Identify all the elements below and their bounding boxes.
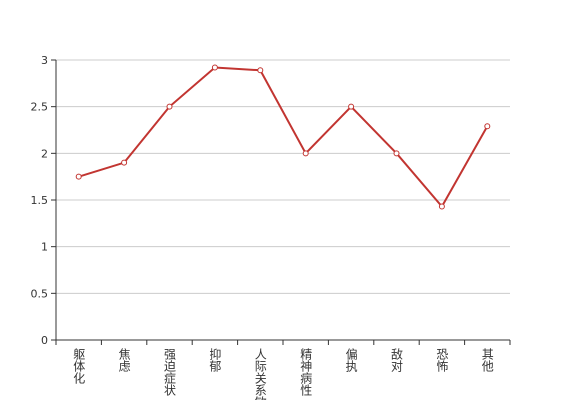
point — [393, 150, 400, 157]
x-tick-label: 其他 — [480, 348, 494, 372]
y-tick-label: 0 — [41, 334, 48, 347]
x-tick-label: 躯体化 — [72, 347, 86, 385]
y-tick-label: 0.5 — [31, 287, 49, 300]
point — [75, 173, 82, 180]
point — [121, 159, 128, 166]
point — [257, 67, 264, 74]
y-tick-label: 2.5 — [31, 101, 49, 114]
x-tick-label: 精神病性 — [299, 348, 313, 397]
x-tick-label: 偏执 — [344, 347, 358, 373]
x-tick-label: 恐怖 — [435, 348, 449, 372]
y-tick-label: 3 — [41, 54, 48, 67]
point — [166, 103, 173, 110]
x-tick-label: 人际关系敏感 — [253, 348, 267, 400]
x-tick-label: 抑郁 — [208, 347, 222, 373]
point — [302, 150, 309, 157]
y-tick-label: 2 — [41, 147, 48, 160]
point — [211, 64, 218, 71]
x-tick-label: 焦虑 — [117, 348, 131, 372]
point — [484, 123, 491, 130]
y-tick-label: 1.5 — [31, 194, 49, 207]
y-tick-label: 1 — [41, 241, 48, 254]
x-tick-label: 强迫症状 — [163, 348, 177, 396]
point — [348, 103, 355, 110]
point — [438, 203, 445, 210]
line — [78, 66, 489, 209]
x-tick-label: 敌对 — [390, 347, 404, 372]
